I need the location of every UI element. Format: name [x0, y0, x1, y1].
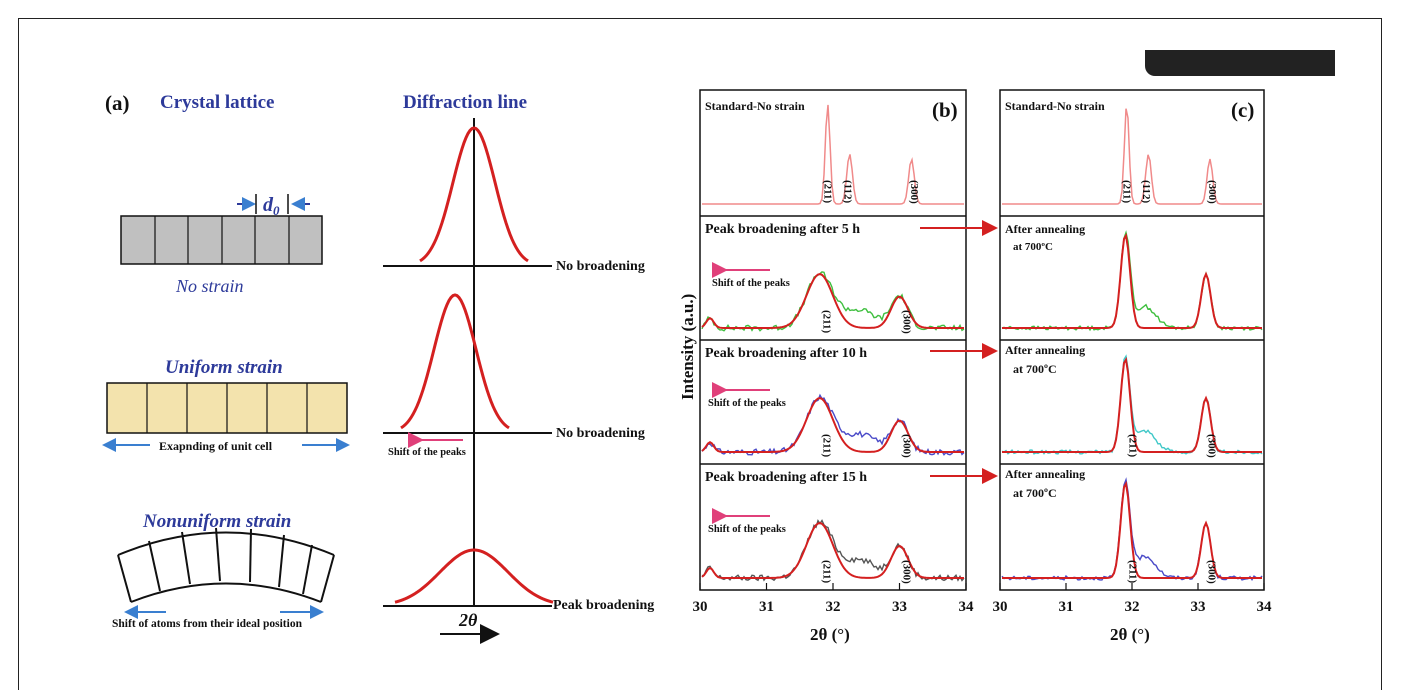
tick-label-c-31: 31 — [1059, 599, 1074, 615]
tick-label-b-30: 30 — [693, 599, 708, 615]
diffraction-line-title: Diffraction line — [403, 92, 527, 113]
peak-label-b-r1-1: (112) — [841, 180, 853, 204]
no-strain-lattice — [120, 215, 323, 265]
panel-c-row1-reference-curve — [1002, 108, 1262, 205]
panel-b-row2-title: Peak broadening after 5 h — [705, 222, 860, 237]
diffraction-curve-uniform — [400, 293, 510, 430]
tick-label-c-32: 32 — [1125, 599, 1140, 615]
shift-atoms-label: Shift of atoms from their ideal position — [112, 618, 303, 630]
shift-peaks-label-a: Shift of the peaks — [388, 447, 466, 458]
tick-label-c-30: 30 — [993, 599, 1008, 615]
nonuniform-strain-lattice — [117, 527, 335, 603]
shift-peaks-note-b2: Shift of the peaks — [712, 278, 790, 289]
no-broadening-label-1: No broadening — [556, 259, 645, 274]
peak-label-c-r3-0: (211) — [1126, 434, 1138, 458]
figure-frame — [18, 18, 1382, 690]
panel-b-row1-reference-curve — [702, 104, 964, 205]
panel-b-row4-reference-curve — [701, 521, 964, 579]
tick-label-c-34: 34 — [1257, 599, 1273, 615]
panel-a-label: (a) — [105, 91, 130, 115]
shift-peaks-note-b3: Shift of the peaks — [708, 398, 786, 409]
peak-label-b-r4-0: (211) — [821, 560, 833, 584]
panel-b-label: (b) — [932, 98, 958, 122]
black-bar — [1145, 50, 1335, 76]
panel-c-row3-sub: at 700ºC — [1013, 362, 1057, 376]
d0-symbol: d — [263, 194, 274, 216]
uniform-strain-label: Uniform strain — [165, 357, 283, 378]
diffraction-curve-nonuniform — [394, 548, 554, 604]
panel-b-row2-reference-curve — [701, 273, 964, 329]
peak-label-c-r1-0: (211) — [1120, 180, 1132, 204]
panel-c-row2-title: After annealing — [1005, 222, 1085, 236]
panel-c-row3-reference-curve — [1002, 356, 1262, 453]
peak-label-c-r4-1: (300) — [1206, 560, 1218, 584]
tick-label-b-32: 32 — [826, 599, 841, 615]
d0-subscript: 0 — [273, 203, 280, 218]
panel-b-row2-sample-curve — [701, 271, 965, 332]
panel-b-xlabel: 2θ (°) — [810, 625, 850, 644]
peak-label-c-r1-2: (300) — [1206, 180, 1218, 204]
panel-c-row2-reference-curve — [1002, 232, 1262, 329]
svg-text:d0: d0 — [263, 194, 280, 218]
peak-label-b-r3-1: (300) — [901, 434, 913, 458]
panel-c-row1-title: Standard-No strain — [1005, 99, 1105, 113]
no-strain-label: No strain — [175, 276, 244, 296]
peak-label-c-r1-1: (112) — [1140, 180, 1152, 204]
expanding-label: Exapnding of unit cell — [159, 439, 273, 453]
tick-label-c-33: 33 — [1191, 599, 1206, 615]
panel-c-xlabel: 2θ (°) — [1110, 625, 1150, 644]
diffraction-curve-no-strain — [419, 126, 529, 263]
crystal-lattice-title: Crystal lattice — [160, 92, 274, 113]
panel-b-ylabel: Intensity (a.u.) — [678, 294, 697, 400]
panel-c-label: (c) — [1231, 98, 1254, 122]
panel-c-row3-title: After annealing — [1005, 343, 1085, 357]
shift-peaks-note-b4: Shift of the peaks — [708, 524, 786, 535]
panel-c-row4-title: After annealing — [1005, 467, 1085, 481]
peak-label-b-r1-2: (300) — [908, 180, 920, 204]
peak-broadening-label: Peak broadening — [553, 598, 654, 613]
tick-label-b-34: 34 — [959, 599, 975, 615]
panel-b-row3-title: Peak broadening after 10 h — [705, 346, 867, 361]
peak-label-b-r2-1: (300) — [901, 310, 913, 334]
peak-label-c-r3-1: (300) — [1206, 434, 1218, 458]
nonuniform-strain-label: Nonuniform strain — [142, 511, 291, 532]
two-theta-label-a: 2θ — [458, 610, 478, 630]
panel-b-row4-title: Peak broadening after 15 h — [705, 470, 867, 485]
panel-c-row4-reference-curve — [1002, 480, 1262, 579]
d0-marker: d0 — [237, 194, 310, 218]
panel-b-row3-reference-curve — [701, 397, 964, 453]
tick-label-b-31: 31 — [759, 599, 774, 615]
peak-label-b-r4-1: (300) — [901, 560, 913, 584]
panel-b-row1-title: Standard-No strain — [705, 99, 805, 113]
peak-label-b-r3-0: (211) — [821, 434, 833, 458]
panel-c-row4-sub: at 700ºC — [1013, 486, 1057, 500]
panel-c-row2-sub: at 700ºC — [1013, 241, 1053, 253]
peak-label-b-r2-0: (211) — [821, 310, 833, 334]
peak-label-c-r4-0: (211) — [1126, 560, 1138, 584]
uniform-strain-lattice — [106, 382, 348, 434]
tick-label-b-33: 33 — [892, 599, 907, 615]
no-broadening-label-2: No broadening — [556, 426, 645, 441]
peak-label-b-r1-0: (211) — [821, 180, 833, 204]
